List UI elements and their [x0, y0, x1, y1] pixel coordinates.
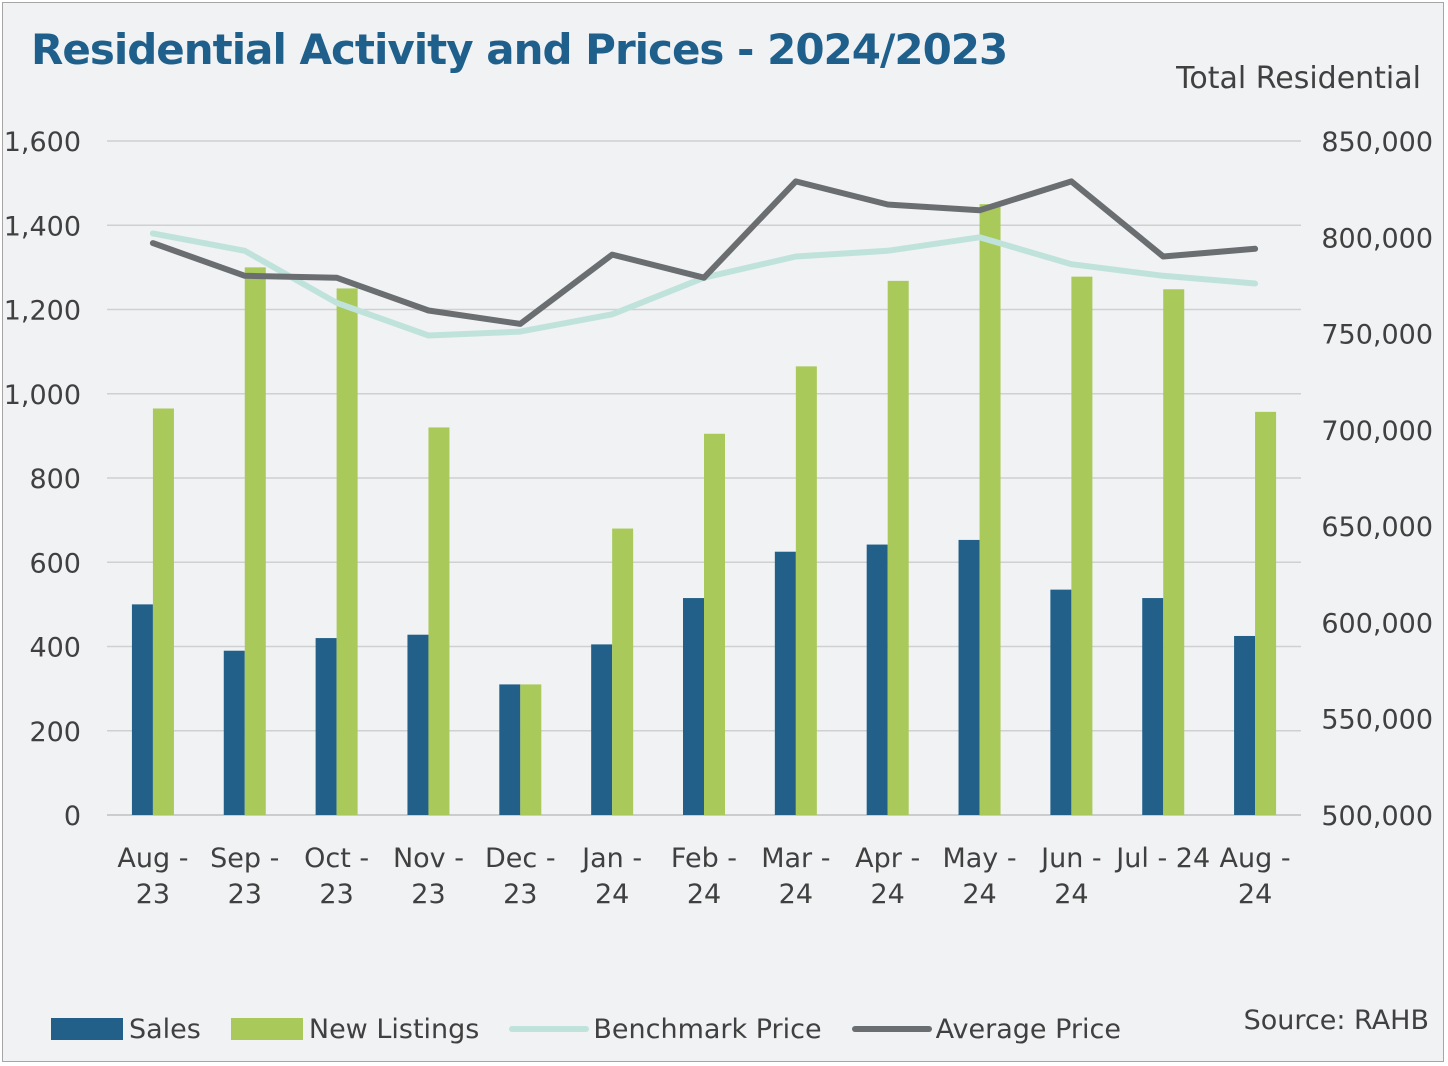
legend-swatch — [51, 1018, 123, 1040]
legend-item: New Listings — [230, 1013, 480, 1045]
x-tick-label: Apr - — [855, 843, 920, 874]
sales-bar — [131, 604, 153, 815]
sales-bar — [1142, 598, 1164, 815]
y-left-tick-label: 400 — [29, 633, 81, 664]
average-price-line — [149, 178, 1259, 327]
x-tick-label: 24 — [871, 879, 905, 910]
legend-label: New Listings — [308, 1013, 480, 1045]
x-tick-label: Sep - — [210, 843, 279, 874]
y-left-tick-label: 600 — [29, 548, 81, 579]
legend: Sales New Listings Benchmark Price Average … — [51, 1009, 1151, 1049]
y-right-tick-label: 550,000 — [1321, 705, 1433, 736]
new-listings-bar — [1163, 289, 1185, 815]
new-listings-bar — [795, 366, 817, 815]
y-right-tick-label: 800,000 — [1321, 223, 1433, 254]
source-note: Source: RAHB — [1243, 1005, 1429, 1036]
y-left-tick-label: 800 — [29, 464, 81, 495]
y-left-tick-label: 0 — [64, 801, 81, 832]
x-tick-label: Nov - — [393, 843, 464, 874]
sales-bar — [958, 539, 980, 815]
legend-swatch — [851, 1026, 932, 1032]
sales-bar — [223, 650, 245, 815]
new-listings-bar — [1071, 276, 1093, 816]
new-listings-bar — [979, 204, 1001, 815]
legend-swatch — [509, 1026, 590, 1032]
x-tick-label: 23 — [319, 879, 353, 910]
new-listings-bar — [704, 433, 725, 815]
sales-bar — [407, 634, 429, 815]
legend-label: Average Price — [935, 1013, 1121, 1045]
y-left-tick-label: 1,400 — [4, 211, 81, 242]
x-tick-label: Jan - — [580, 843, 642, 874]
x-tick-label: 24 — [595, 879, 629, 910]
legend-item: Sales — [51, 1014, 201, 1045]
x-tick-label: 24 — [962, 879, 996, 910]
sales-bar — [591, 644, 613, 815]
y-left-tick-label: 200 — [29, 717, 81, 748]
y-left-tick-label: 1,600 — [4, 127, 81, 158]
x-tick-label: Dec - — [485, 843, 556, 874]
new-listings-bar — [612, 528, 634, 815]
legend-label: Benchmark Price — [593, 1013, 822, 1045]
new-listings-bar — [520, 684, 542, 815]
new-listings-bar — [152, 408, 174, 815]
x-tick-label: 24 — [1238, 879, 1272, 910]
sales-bar — [683, 598, 704, 815]
x-tick-label: 23 — [136, 879, 170, 910]
legend-label: Sales — [129, 1013, 201, 1045]
y-right-tick-label: 500,000 — [1321, 801, 1433, 832]
x-tick-label: Feb - — [671, 843, 737, 874]
x-tick-label: May - — [942, 843, 1016, 874]
sales-bar — [315, 638, 337, 815]
sales-bar — [1234, 635, 1256, 815]
sales-bar — [499, 684, 521, 815]
y-right-tick-label: 650,000 — [1321, 512, 1433, 543]
new-listings-bar — [1255, 411, 1277, 815]
new-listings-bar — [336, 288, 358, 815]
x-tick-label: 23 — [228, 879, 262, 910]
new-listings-bar — [244, 267, 266, 815]
sales-bar — [774, 551, 796, 815]
sales-bar — [866, 544, 888, 815]
chart-title: Residential Activity and Prices - 2024/2… — [31, 25, 1008, 74]
x-tick-label: 24 — [1054, 879, 1088, 910]
x-tick-label: Jun - — [1039, 843, 1102, 874]
y-right-tick-label: 700,000 — [1321, 416, 1433, 447]
y-left-tick-label: 1,000 — [4, 380, 81, 411]
legend-item: Average Price — [851, 1013, 1121, 1045]
y-right-tick-label: 850,000 — [1321, 127, 1433, 158]
sales-bar — [1050, 589, 1072, 815]
x-tick-label: 24 — [687, 879, 721, 910]
x-tick-label: Aug - — [117, 843, 188, 874]
x-tick-label: Jul - 24 — [1114, 843, 1210, 874]
new-listings-bar — [428, 427, 450, 815]
x-tick-label: 23 — [411, 879, 445, 910]
x-tick-label: Mar - — [761, 843, 830, 874]
new-listings-bar — [887, 280, 909, 816]
x-tick-label: Oct - — [304, 843, 369, 874]
plot-area: 0 200 400 600 800 1,000 1,200 1,400 1,600 500,000… — [4, 127, 1433, 910]
x-tick-label: Aug - — [1220, 843, 1291, 874]
y-right-tick-label: 750,000 — [1321, 320, 1433, 351]
chart-subtitle: Total Residential — [1176, 61, 1421, 96]
legend-item: Benchmark Price — [509, 1013, 822, 1045]
y-left-tick-label: 1,200 — [4, 296, 81, 327]
x-tick-label: 24 — [779, 879, 813, 910]
y-right-tick-label: 600,000 — [1321, 608, 1433, 639]
legend-swatch — [230, 1018, 303, 1040]
x-tick-label: 23 — [503, 879, 537, 910]
